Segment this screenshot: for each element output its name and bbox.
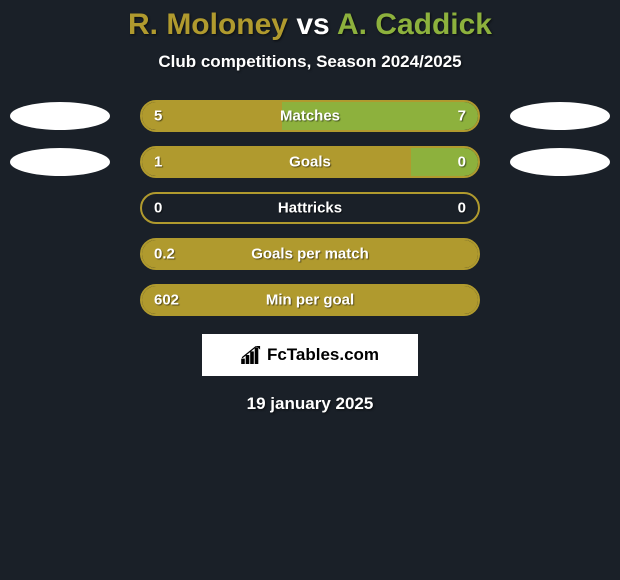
stat-row: 0 0 Hattricks bbox=[0, 192, 620, 224]
stat-label: Goals bbox=[289, 154, 331, 171]
stat-bar: 0 0 Hattricks bbox=[140, 192, 480, 224]
stat-row: 1 0 Goals bbox=[0, 146, 620, 178]
stats-rows: 5 7 Matches 1 0 Goals 0 0 Hattricks 0.2 Goals per … bbox=[0, 100, 620, 316]
player2-name: A. Caddick bbox=[337, 8, 492, 41]
stat-value-player2: 7 bbox=[458, 108, 466, 125]
stat-value-player1: 602 bbox=[154, 292, 179, 309]
source-badge: FcTables.com bbox=[202, 334, 418, 376]
stat-row: 602 Min per goal bbox=[0, 284, 620, 316]
player1-photo bbox=[10, 148, 110, 176]
subtitle: Club competitions, Season 2024/2025 bbox=[0, 52, 620, 72]
player2-photo bbox=[510, 148, 610, 176]
player1-photo bbox=[10, 102, 110, 130]
stat-label: Goals per match bbox=[251, 246, 369, 263]
stat-label: Hattricks bbox=[278, 200, 342, 217]
stat-bar: 0.2 Goals per match bbox=[140, 238, 480, 270]
stat-label: Matches bbox=[280, 108, 340, 125]
badge-inner: FcTables.com bbox=[241, 345, 379, 365]
player1-name: R. Moloney bbox=[128, 8, 288, 41]
stat-bar: 1 0 Goals bbox=[140, 146, 480, 178]
stat-label: Min per goal bbox=[266, 292, 354, 309]
stat-value-player1: 1 bbox=[154, 154, 162, 171]
bar-fill-player1 bbox=[142, 148, 411, 176]
stat-value-player1: 0.2 bbox=[154, 246, 175, 263]
vs-text: vs bbox=[296, 8, 329, 41]
badge-text: FcTables.com bbox=[267, 345, 379, 365]
date-text: 19 january 2025 bbox=[0, 394, 620, 414]
stat-value-player1: 0 bbox=[154, 200, 162, 217]
stat-row: 5 7 Matches bbox=[0, 100, 620, 132]
page-title: R. Moloney vs A. Caddick bbox=[0, 8, 620, 42]
comparison-card: R. Moloney vs A. Caddick Club competitio… bbox=[0, 0, 620, 414]
stat-row: 0.2 Goals per match bbox=[0, 238, 620, 270]
bar-fill-player2 bbox=[411, 148, 478, 176]
bar-fill-player1 bbox=[142, 102, 282, 130]
player2-photo bbox=[510, 102, 610, 130]
stat-bar: 5 7 Matches bbox=[140, 100, 480, 132]
stat-bar: 602 Min per goal bbox=[140, 284, 480, 316]
bars-icon bbox=[241, 346, 263, 364]
stat-value-player2: 0 bbox=[458, 200, 466, 217]
stat-value-player1: 5 bbox=[154, 108, 162, 125]
stat-value-player2: 0 bbox=[458, 154, 466, 171]
